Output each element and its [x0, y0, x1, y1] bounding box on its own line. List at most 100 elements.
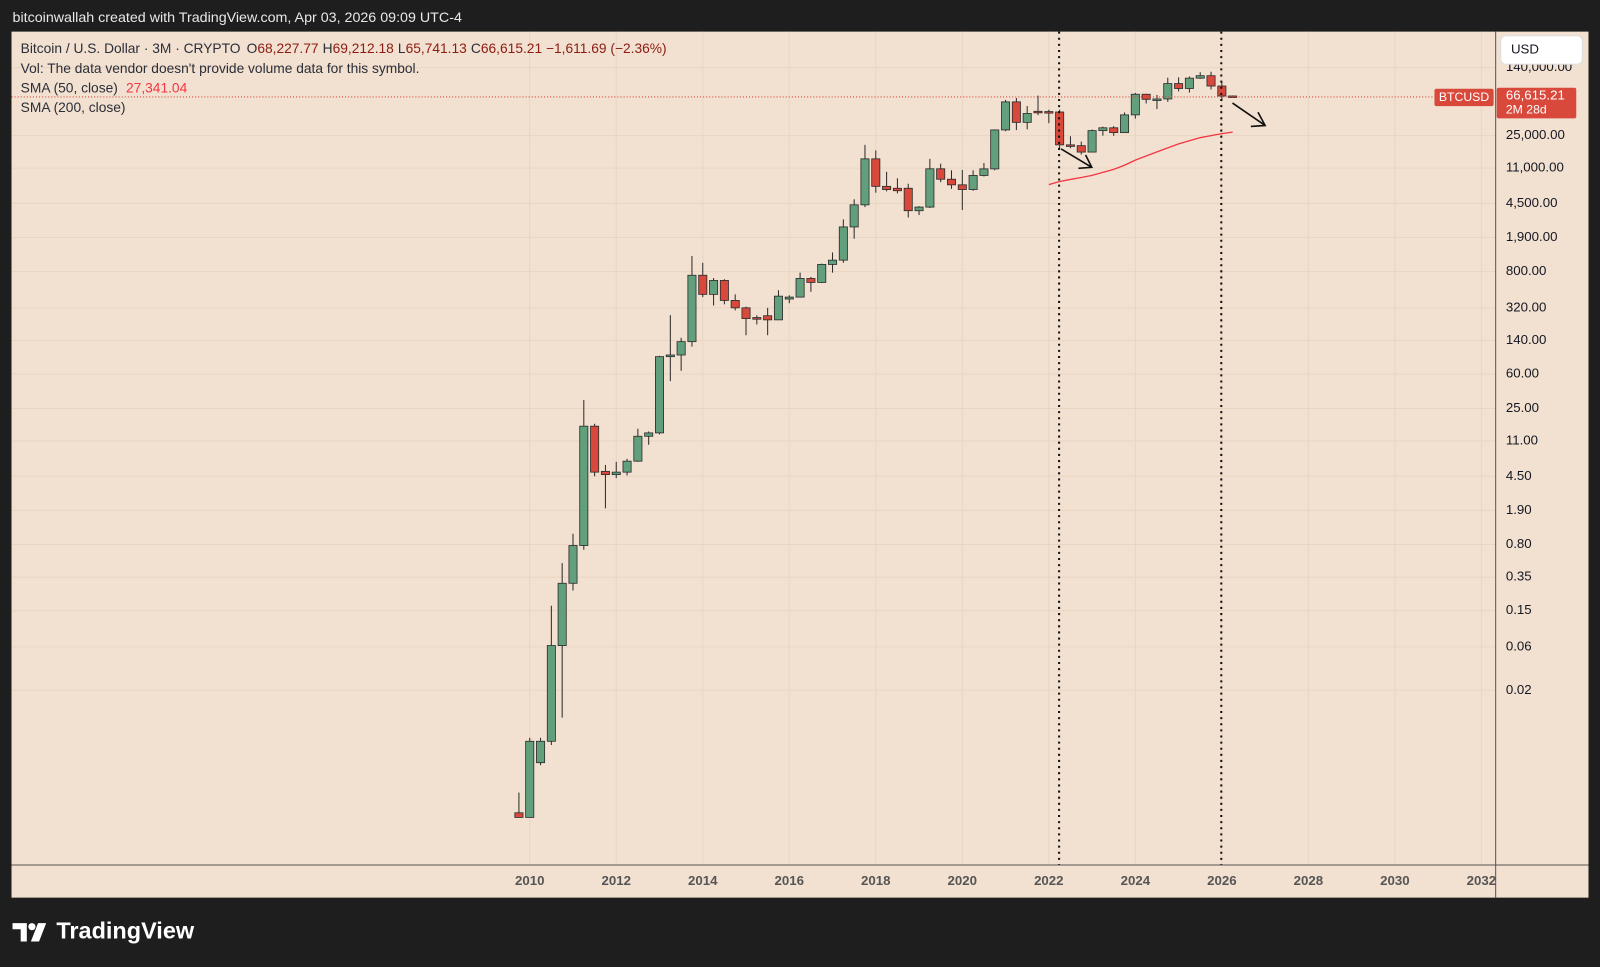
candle-body — [773, 295, 783, 321]
x-tick-label: 2024 — [1121, 873, 1151, 888]
candle-body — [741, 307, 751, 319]
candle-body — [546, 645, 556, 742]
candle-body — [1001, 101, 1011, 131]
symbol-label: BTCUSD — [1439, 90, 1489, 104]
arrow-drawings — [1060, 102, 1267, 170]
candle-body — [568, 545, 578, 584]
candle-body — [1098, 127, 1108, 132]
y-tick-label: 320.00 — [1506, 299, 1547, 314]
candle-body — [752, 317, 762, 320]
x-tick-label: 2014 — [688, 873, 718, 888]
candle-body — [1195, 75, 1205, 79]
candle-body — [817, 264, 827, 283]
y-tick-label: 25.00 — [1506, 400, 1539, 415]
candle-body — [990, 129, 1000, 170]
candle-body — [1174, 83, 1184, 89]
indicator-legend: SMA (200, close) — [21, 100, 126, 115]
y-tick-label: 11.00 — [1506, 432, 1538, 447]
candle-body — [1033, 110, 1043, 114]
candle-body — [1141, 93, 1151, 100]
x-tick-label: 2018 — [861, 873, 890, 888]
y-tick-label: 0.06 — [1506, 638, 1532, 653]
candle-body — [914, 206, 924, 212]
ohlc-key: O — [247, 41, 258, 56]
candle-body — [644, 432, 654, 437]
candle-body — [1065, 144, 1075, 147]
y-tick-label: 0.15 — [1506, 602, 1532, 617]
indicator-name: SMA (50, close) — [21, 80, 118, 95]
candle-body — [1076, 145, 1086, 153]
candle-body — [1120, 114, 1130, 134]
x-tick-label: 2030 — [1380, 873, 1409, 888]
candle-body — [957, 184, 967, 190]
ohlc-value: 65,741.13 — [406, 41, 468, 56]
y-tick-label: 0.02 — [1506, 682, 1532, 697]
ohlc: O68,227.77 H69,212.18 L65,741.13 C66,615.21 — [247, 41, 543, 56]
candle-body — [882, 185, 892, 190]
credit: bitcoinwallah created with TradingView.c… — [13, 10, 462, 26]
candle-body — [968, 175, 978, 190]
candle-body — [892, 187, 902, 192]
plot — [11, 71, 1496, 818]
ohlc-key: L — [398, 41, 406, 56]
candle-body — [536, 740, 546, 764]
candle-body — [622, 460, 632, 473]
legend-main: Bitcoin / U.S. Dollar · 3M · CRYPTO O68,2… — [21, 41, 667, 56]
candle-body — [763, 315, 773, 321]
candle-body — [1087, 130, 1097, 153]
y-tick-label: 11,000.00 — [1506, 160, 1564, 175]
grid — [11, 31, 1496, 865]
logo-text: TradingView — [56, 918, 194, 944]
x-tick-label: 2022 — [1034, 873, 1063, 888]
arrow — [1232, 102, 1267, 128]
candle-body — [514, 812, 524, 818]
y-tick-label: 0.35 — [1506, 569, 1532, 584]
currency-button[interactable] — [1500, 35, 1583, 65]
candle-body — [828, 259, 838, 265]
price-tag-value: 66,615.21 — [1506, 87, 1565, 102]
candle-body — [1163, 83, 1173, 100]
ohlc-key: H — [323, 41, 333, 56]
candle-body — [903, 187, 913, 212]
y-tick-label: 60.00 — [1506, 365, 1539, 380]
currency-label[interactable]: USD — [1511, 41, 1539, 56]
price-tag-countdown: 2M 28d — [1506, 102, 1547, 116]
candle-body — [709, 280, 719, 295]
candle-body — [665, 354, 675, 358]
y-tick-label: 25,000.00 — [1506, 127, 1565, 142]
candle-body — [611, 471, 621, 475]
candle-body — [525, 740, 535, 818]
logo-shape — [12, 923, 27, 942]
candle-body — [936, 168, 946, 180]
candle-body — [860, 158, 870, 206]
candle-body — [579, 425, 589, 546]
candle-body — [1130, 93, 1140, 116]
symbol-title: Bitcoin / U.S. Dollar · 3M · CRYPTO — [21, 41, 241, 56]
y-tick-label: 1.90 — [1506, 502, 1532, 517]
ohlc-value: 69,212.18 — [333, 41, 395, 56]
candle-body — [979, 168, 989, 176]
candle-body — [806, 278, 816, 283]
candle-body — [871, 158, 881, 187]
logo-shape — [30, 923, 47, 942]
candle-body — [590, 425, 600, 473]
candle-body — [1044, 111, 1054, 114]
candle-body — [784, 296, 794, 300]
candle-body — [1206, 75, 1216, 87]
candle-body — [1109, 127, 1119, 134]
x-tick-label: 2032 — [1467, 873, 1496, 888]
candle-body — [698, 274, 708, 295]
indicator-legend: SMA (50, close) 27,341.04 — [21, 80, 188, 95]
candle-body — [1217, 85, 1227, 97]
candle-body — [1152, 98, 1162, 101]
candle-body — [1011, 101, 1021, 123]
x-tick-label: 2028 — [1294, 873, 1323, 888]
candle-body — [925, 168, 935, 208]
y-tick-label: 4.50 — [1506, 468, 1532, 483]
candle-body — [1055, 111, 1065, 146]
candle-body — [730, 300, 740, 309]
x-tick-label: 2020 — [948, 873, 977, 888]
